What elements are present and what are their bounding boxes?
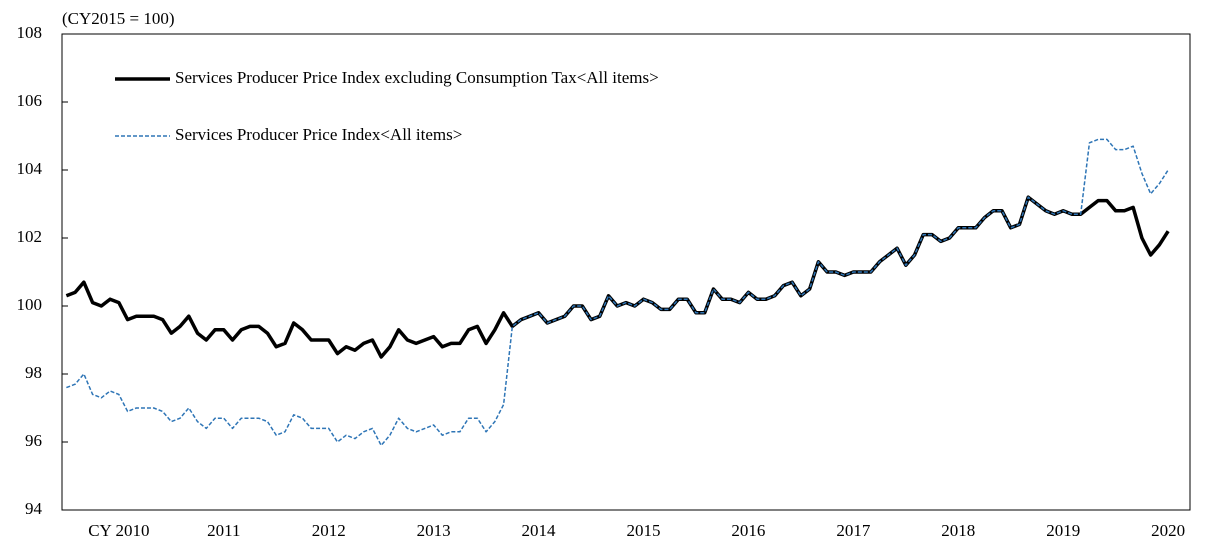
series-line	[66, 138, 1169, 447]
x-tick-label: 2011	[207, 521, 240, 540]
y-tick-label: 106	[17, 91, 43, 110]
y-tick-label: 108	[17, 23, 43, 42]
y-tick-label: 96	[25, 431, 42, 450]
y-tick-label: 102	[17, 227, 43, 246]
y-tick-label: 98	[25, 363, 42, 382]
x-tick-label: 2016	[731, 521, 765, 540]
chart-title: (CY2015 = 100)	[62, 9, 175, 28]
legend-label: Services Producer Price Index excluding …	[175, 68, 659, 87]
x-tick-label: 2012	[312, 521, 346, 540]
x-tick-label: 2015	[626, 521, 660, 540]
x-tick-label: 2014	[522, 521, 557, 540]
x-tick-label: 2013	[417, 521, 451, 540]
plot-frame	[61, 33, 1191, 511]
x-tick-label: 2019	[1046, 521, 1080, 540]
x-tick-label: CY 2010	[88, 521, 149, 540]
x-tick-label: 2018	[941, 521, 975, 540]
x-tick-label: 2017	[836, 521, 871, 540]
legend-label: Services Producer Price Index<All items>	[175, 125, 462, 144]
series-line	[65, 195, 1170, 359]
y-tick-label: 94	[25, 499, 43, 518]
y-tick-label: 100	[17, 295, 43, 314]
x-tick-label: 2020	[1151, 521, 1185, 540]
y-tick-label: 104	[17, 159, 43, 178]
